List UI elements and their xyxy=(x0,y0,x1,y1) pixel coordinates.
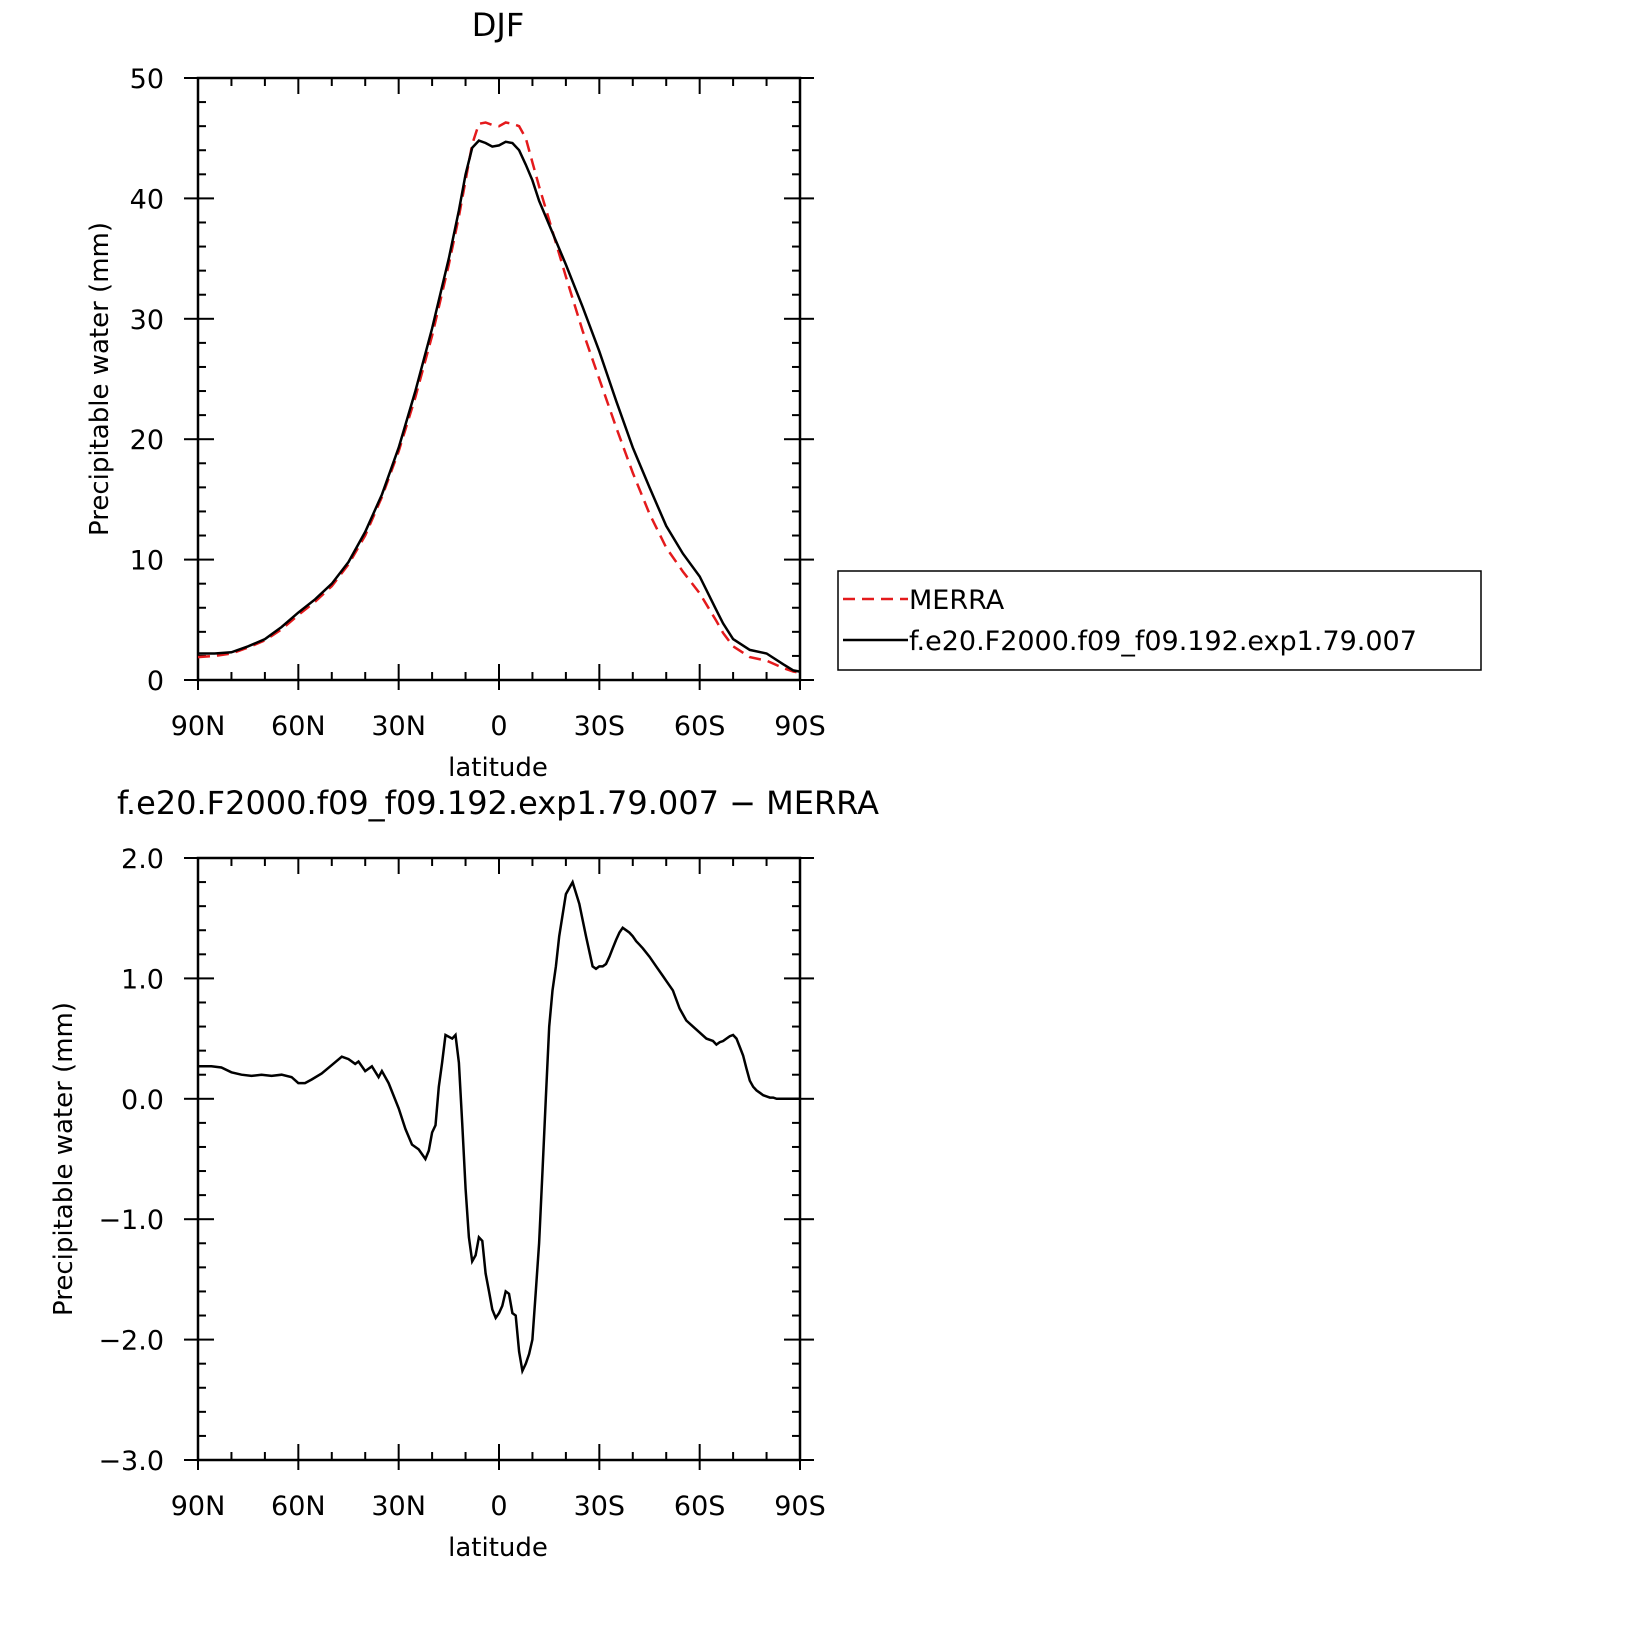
x-tick-label: 30N xyxy=(371,1491,426,1522)
x-tick-label: 30S xyxy=(574,711,626,742)
y-tick-label: 1.0 xyxy=(121,964,164,995)
x-tick-label: 60S xyxy=(674,711,726,742)
y-tick-label: 40 xyxy=(130,184,164,215)
y-tick-label: 2.0 xyxy=(121,844,164,875)
bottom-series-lines xyxy=(198,878,800,1376)
bottom-x-axis-label: latitude xyxy=(448,1533,548,1563)
bottom-panel: f.e20.F2000.f09_f09.192.exp1.79.007 − ME… xyxy=(49,784,879,1563)
bottom-axis-ticks xyxy=(184,857,814,1470)
y-tick-label: −3.0 xyxy=(98,1446,164,1477)
x-tick-label: 0 xyxy=(490,711,507,742)
y-tick-label: 0.0 xyxy=(121,1085,164,1116)
legend: MERRA f.e20.F2000.f09_f09.192.exp1.79.00… xyxy=(837,570,1482,671)
top-series-lines xyxy=(197,121,801,675)
top-chart-title: DJF xyxy=(472,6,524,44)
legend-label-model: f.e20.F2000.f09_f09.192.exp1.79.007 xyxy=(909,626,1417,657)
bottom-y-tick-labels: 2.0 1.0 0.0 −1.0 −2.0 −3.0 xyxy=(98,844,164,1477)
y-tick-label: 10 xyxy=(130,546,164,577)
y-tick-label: 20 xyxy=(130,425,164,456)
series-line-model xyxy=(198,139,801,673)
x-tick-label: 0 xyxy=(490,1491,507,1522)
bottom-chart-title: f.e20.F2000.f09_f09.192.exp1.79.007 − ME… xyxy=(117,784,879,822)
top-x-axis-label: latitude xyxy=(448,753,548,783)
y-tick-label: −2.0 xyxy=(98,1326,164,1357)
top-y-tick-labels: 0 10 20 30 40 50 xyxy=(130,64,164,697)
top-axis-ticks xyxy=(184,77,814,690)
x-tick-label: 60N xyxy=(271,1491,326,1522)
x-tick-label: 90N xyxy=(171,1491,226,1522)
top-panel: DJF 90N 60N 30N 0 30S 60S 90S 0 10 20 30 40 50 lati… xyxy=(85,6,826,783)
x-tick-label: 90N xyxy=(171,711,226,742)
y-tick-label: 30 xyxy=(130,305,164,336)
x-tick-label: 90S xyxy=(774,711,826,742)
y-tick-label: 50 xyxy=(130,64,164,95)
legend-label-merra: MERRA xyxy=(909,585,1005,616)
x-tick-label: 60S xyxy=(674,1491,726,1522)
legend-box xyxy=(837,570,1482,671)
series-line-difference xyxy=(198,878,800,1376)
x-tick-label: 60N xyxy=(271,711,326,742)
y-tick-label: 0 xyxy=(147,666,164,697)
bottom-plot-frame xyxy=(196,856,802,1462)
bottom-x-tick-labels: 90N 60N 30N 0 30S 60S 90S xyxy=(171,1491,826,1522)
bottom-y-axis-label: Precipitable water (mm) xyxy=(49,1002,79,1316)
top-y-axis-label: Precipitable water (mm) xyxy=(85,222,115,536)
x-tick-label: 30S xyxy=(574,1491,626,1522)
x-tick-label: 30N xyxy=(371,711,426,742)
y-tick-label: −1.0 xyxy=(98,1205,164,1236)
top-plot-frame xyxy=(196,76,802,682)
series-line-merra xyxy=(197,121,801,675)
x-tick-label: 90S xyxy=(774,1491,826,1522)
top-x-tick-labels: 90N 60N 30N 0 30S 60S 90S xyxy=(171,711,826,742)
